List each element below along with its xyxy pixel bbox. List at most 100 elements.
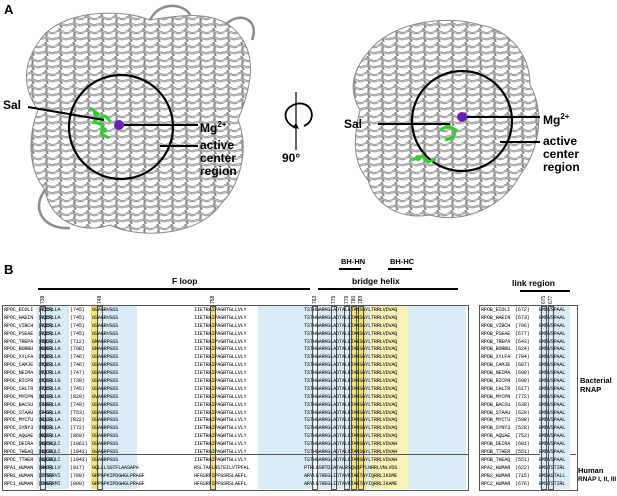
row-seq-a: NQCRLLA: [40, 338, 61, 345]
row-name: RPOC_NEIMA: [4, 370, 34, 377]
box-677: [548, 306, 554, 490]
box-780: [351, 306, 357, 490]
row-name: RPOB_PSEAE: [481, 330, 511, 337]
row-pos: (677): [515, 330, 530, 337]
row-start: (907): [38, 464, 53, 471]
box-779: [344, 306, 350, 490]
row-seq-b: GSAGRPGSS: [92, 425, 119, 432]
row-pos: (789): [70, 472, 85, 479]
table-row: RPOB_BACSU (630) EMDVSPAAL: [481, 402, 576, 410]
row-seq-c: IIETRAIPAGRTGLLVLY: [194, 362, 247, 369]
row-pos: (745): [70, 322, 85, 329]
table-row: RPOC_AQUAE (859) NQCRLLA (869) GSAGRPGSS IIET…: [4, 433, 466, 441]
row-seq-a: NQCRLLA: [40, 385, 61, 392]
box-748: [97, 306, 103, 490]
hl-col-758: [210, 306, 216, 489]
row-start: (702): [38, 338, 53, 345]
table-row: RPOB_STAAU (629) EMDVSPAAL: [481, 410, 576, 418]
row-seq-c: IIETRAIPAGRTGLLVLY: [194, 322, 247, 329]
row-pos: (822): [70, 417, 85, 424]
row-seq: EMDVSPAAL: [539, 456, 566, 463]
table-row: RPOB_TTHER (551) EMDVSPAAL: [481, 449, 576, 457]
row-seq-b: GSAGRPGSS: [92, 449, 119, 456]
row-seq-b: GMAGRPGSS: [92, 346, 119, 353]
row-seq-b: GPPGPKIPDGHGLPRAGF: [92, 480, 145, 487]
row-seq-a: NQCRLLC: [40, 456, 61, 463]
row-pos: (690): [515, 378, 530, 385]
table-row: RPOC_ECOLI (735) AQCRLLA (745) GSAGRVGSS IIET…: [4, 307, 466, 315]
row-pos: (598): [515, 417, 530, 424]
left-protein-structure: [26, 4, 255, 234]
table-row: RPA1_HUMAN (907) VHSRLLV (917) GQLLLSGTFLAAS…: [4, 465, 466, 473]
row-start: (762): [38, 425, 53, 432]
f-loop-bar: [38, 288, 310, 290]
row-seq-d: TSTHGARKGLADTALKTANSGYLTRRLVDVAQ: [304, 307, 398, 313]
left-mg-ion: [114, 120, 124, 130]
row-seq-b: GSAGRPGSS: [92, 385, 119, 392]
row-name: RPOC_ECOLI: [4, 307, 34, 313]
row-seq-d: TSTHGARKGLADTALKTANSGYLTRRLVDVAQ: [304, 378, 398, 385]
row-pos: (704): [515, 354, 530, 361]
table-row: RPOC_MYCPN (819) NQCRLLA (829) GVAGRPGSS IIET…: [4, 394, 466, 402]
row-name: RPOB_CAMJE: [481, 362, 511, 369]
row-pos: (1043): [70, 456, 88, 463]
table-row: RPOC_TREPA (702) NQCRLLA (712) GMAGRPGSS IIET…: [4, 339, 466, 347]
bridge-helix-bar: [318, 288, 458, 290]
row-name: RPOC_RICPR: [4, 378, 34, 385]
row-seq-b: GSAGRPGSS: [92, 354, 119, 361]
row-name: RPOB_TTHER: [481, 449, 511, 456]
row-name: RPOB_TREPA: [481, 338, 511, 345]
row-seq-b: GSAGRVGSS: [92, 314, 119, 321]
right-protein-structure: [352, 19, 540, 219]
tick-780: 780: [351, 295, 357, 304]
row-seq-d: TSTHGARKGLADTALKTANSGYLTRRLVDVAQ: [304, 393, 398, 400]
row-start: (698): [38, 346, 53, 353]
row-name: RPA2_HUMAN: [481, 464, 511, 471]
row-seq-b: GSAGRPGSS: [92, 433, 119, 440]
row-pos: (624): [515, 346, 530, 353]
hl-col-1: [36, 306, 69, 489]
row-seq-c: IIETRAIPVGRTGLLVLY: [194, 338, 247, 345]
row-seq-a: AQCRLLA: [40, 322, 61, 329]
hl-col-779: [352, 306, 366, 489]
row-pos: (747): [70, 370, 85, 377]
row-start: (812): [38, 417, 53, 424]
table-row: RPB1_HUMAN (779) INSRRVI (789) GPPGPKIPDGHGL…: [4, 473, 466, 481]
row-seq-c: IIETRAIPAGRTGLLVLY: [194, 401, 247, 408]
right-active-center-circle: [410, 69, 514, 173]
row-seq-b: GPPGPKIPDGHGLPRAGF: [92, 472, 145, 479]
row-seq: EMDVSPAAL: [539, 314, 566, 321]
row-name: RPOC_MYCPN: [4, 393, 34, 400]
row-pos: (917): [70, 464, 85, 471]
row-seq-a: NQCRLLA: [40, 346, 61, 353]
row-seq-d: TSTHGARKGLADTALKTANSGYLTRRLVDVAQ: [304, 330, 398, 337]
bh-hc-bar: [388, 268, 412, 270]
row-name: RPOB_HAEIN: [481, 314, 511, 321]
row-name: RPOC_CAMJE: [4, 362, 34, 369]
row-seq-a: NQCRLLA: [40, 354, 61, 361]
row-name: RPOB_MYCPN: [481, 393, 511, 400]
row-seq-a: NQCRLLA: [40, 433, 61, 440]
left-mg-label: Mg2+: [200, 120, 227, 135]
bacterial-rnap-label: Bacterial RNAP: [580, 376, 612, 394]
row-start: (779): [38, 472, 53, 479]
table-row: RPOC_BACSU (739) SHSRLLA (749) GSAGRPGSS IIET…: [4, 402, 466, 410]
row-seq-a: VHSRLLV: [40, 464, 61, 471]
row-seq: EMSTSTIRL: [539, 464, 566, 471]
row-start: (1033): [38, 449, 56, 456]
row-start: (1033): [38, 456, 56, 463]
left-sal-label: Sal: [3, 98, 22, 112]
row-start: (743): [38, 409, 53, 416]
row-name: RPOC_VIBCH: [4, 322, 34, 329]
row-pos: (745): [70, 307, 85, 313]
box-675: [541, 306, 547, 490]
table-row: RPOC_CHLTR (735) NQCRLLA (745) GSAGRPGSS IIET…: [4, 386, 466, 394]
row-pos: (706): [515, 322, 530, 329]
row-pos: (622): [515, 464, 530, 471]
row-seq: EMDVSPAAL: [539, 385, 566, 392]
row-name: RPOB_BORBU: [481, 346, 511, 353]
row-seq-a: INSRRVI: [40, 472, 61, 479]
row-pos: (749): [70, 401, 85, 408]
row-seq-c: IIETRAIPAGRTGLLVLY: [194, 307, 247, 313]
row-seq-d: TSTHGARKGLADTALKTAESGYLTRRLVDVAQ: [304, 346, 398, 353]
